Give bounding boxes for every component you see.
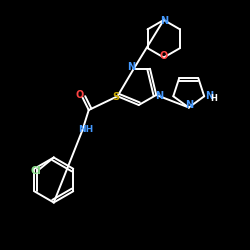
Text: N: N bbox=[127, 62, 135, 72]
Text: N: N bbox=[205, 91, 213, 101]
Text: N: N bbox=[155, 91, 163, 101]
Text: S: S bbox=[112, 92, 119, 102]
Text: H: H bbox=[210, 94, 217, 103]
Text: NH: NH bbox=[78, 126, 94, 134]
Text: Cl: Cl bbox=[30, 166, 41, 176]
Text: N: N bbox=[160, 16, 168, 26]
Text: O: O bbox=[160, 51, 168, 61]
Text: O: O bbox=[76, 90, 84, 100]
Text: N: N bbox=[185, 100, 193, 110]
